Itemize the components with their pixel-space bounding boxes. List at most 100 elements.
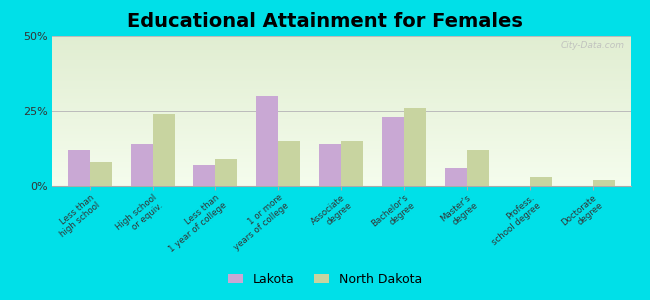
Bar	[382, 117, 404, 186]
Bar	[52, 52, 630, 54]
Bar	[52, 146, 630, 147]
Bar	[52, 154, 630, 156]
Bar	[52, 177, 630, 178]
Bar	[52, 61, 630, 63]
Bar	[52, 103, 630, 105]
Bar	[52, 42, 630, 44]
Bar	[52, 93, 630, 94]
Bar	[52, 99, 630, 100]
Bar	[68, 150, 90, 186]
Bar	[52, 117, 630, 118]
Bar	[52, 159, 630, 160]
Bar	[52, 142, 630, 144]
Bar	[52, 111, 630, 112]
Bar	[52, 124, 630, 126]
Bar	[52, 70, 630, 72]
Bar	[467, 150, 489, 186]
Bar	[52, 147, 630, 148]
Bar	[52, 108, 630, 110]
Bar	[52, 85, 630, 87]
Bar	[52, 164, 630, 165]
Bar	[52, 75, 630, 76]
Bar	[52, 160, 630, 162]
Bar	[52, 36, 630, 38]
Bar	[52, 114, 630, 116]
Bar	[52, 54, 630, 56]
Bar	[52, 162, 630, 164]
Bar	[52, 84, 630, 86]
Bar	[52, 138, 630, 140]
Bar	[52, 120, 630, 122]
Bar	[52, 100, 630, 102]
Bar	[52, 129, 630, 130]
Bar	[52, 38, 630, 39]
Bar	[52, 122, 630, 123]
Bar	[52, 176, 630, 177]
Bar	[52, 180, 630, 182]
Bar	[52, 182, 630, 183]
Bar	[52, 135, 630, 136]
Bar	[52, 94, 630, 96]
Bar	[52, 132, 630, 134]
Bar	[52, 48, 630, 50]
Bar	[52, 116, 630, 117]
Text: City-Data.com: City-Data.com	[561, 40, 625, 50]
Bar	[153, 114, 175, 186]
Bar	[52, 92, 630, 93]
Bar	[52, 76, 630, 78]
Bar	[52, 158, 630, 159]
Bar	[52, 51, 630, 52]
Bar	[593, 180, 615, 186]
Bar	[52, 90, 630, 92]
Bar	[52, 102, 630, 104]
Bar	[52, 40, 630, 42]
Bar	[52, 150, 630, 152]
Bar	[52, 140, 630, 141]
Bar	[52, 87, 630, 88]
Bar	[52, 60, 630, 61]
Bar	[52, 110, 630, 111]
Bar	[52, 167, 630, 168]
Bar	[52, 153, 630, 154]
Bar	[52, 44, 630, 45]
Bar	[52, 144, 630, 146]
Bar	[52, 112, 630, 114]
Bar	[131, 144, 153, 186]
Bar	[52, 80, 630, 81]
Bar	[52, 171, 630, 172]
Bar	[52, 81, 630, 82]
Bar	[52, 148, 630, 150]
Bar	[90, 162, 112, 186]
Bar	[341, 141, 363, 186]
Bar	[52, 165, 630, 166]
Bar	[52, 156, 630, 158]
Bar	[52, 45, 630, 46]
Bar	[52, 130, 630, 132]
Bar	[256, 96, 278, 186]
Bar	[319, 144, 341, 186]
Bar	[52, 126, 630, 128]
Bar	[52, 128, 630, 129]
Bar	[52, 136, 630, 138]
Bar	[530, 177, 552, 186]
Bar	[52, 50, 630, 51]
Bar	[52, 56, 630, 57]
Bar	[52, 168, 630, 170]
Bar	[52, 184, 630, 186]
Bar	[52, 98, 630, 99]
Bar	[52, 68, 630, 69]
Bar	[52, 66, 630, 68]
Bar	[52, 72, 630, 74]
Bar	[445, 168, 467, 186]
Bar	[52, 106, 630, 108]
Bar	[52, 105, 630, 106]
Bar	[52, 96, 630, 98]
Bar	[52, 141, 630, 142]
Bar	[52, 69, 630, 70]
Bar	[52, 134, 630, 135]
Bar	[52, 57, 630, 58]
Bar	[52, 123, 630, 124]
Bar	[52, 178, 630, 180]
Bar	[52, 74, 630, 75]
Text: Educational Attainment for Females: Educational Attainment for Females	[127, 12, 523, 31]
